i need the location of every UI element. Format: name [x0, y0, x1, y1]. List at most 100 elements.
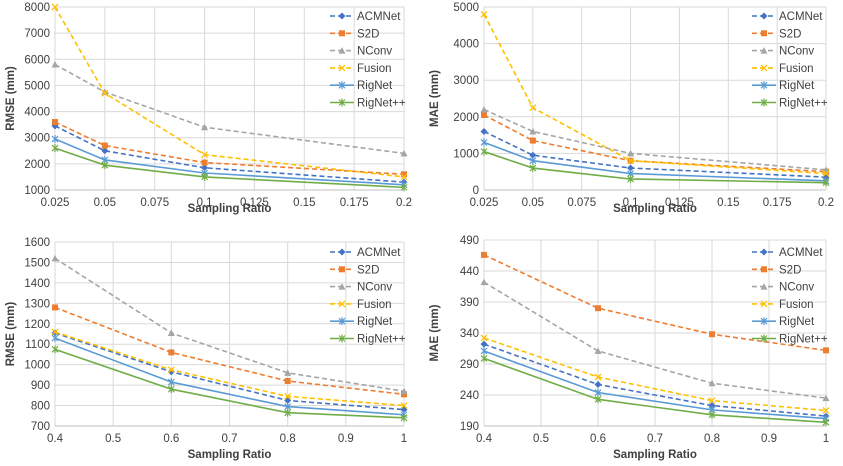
- y-tick-label: 1000: [24, 185, 50, 197]
- y-tick-label: 390: [460, 297, 479, 309]
- x-tick-label: 0.6: [590, 433, 606, 445]
- legend-label: NConv: [357, 46, 392, 58]
- legend-label: NConv: [779, 282, 814, 294]
- data-point-rignet: [529, 156, 537, 165]
- data-point-rignetplusplus: [708, 410, 716, 419]
- chart-rmse-low-ratio: 0.025 0.05 0.075 0.1 0.125 0.15 0.175 0.2 1000 20…: [0, 0, 422, 233]
- data-point-s2d: [709, 331, 715, 338]
- legend-entry-nconv: NConv: [752, 282, 814, 294]
- y-axis-label: RMSE (mm): [5, 302, 17, 367]
- series-rignetplusplus: [51, 345, 408, 422]
- y-tick-label: 1300: [24, 298, 50, 310]
- series-fusion: [480, 10, 830, 177]
- data-point-acmnet: [480, 340, 488, 348]
- legend-label: S2D: [357, 28, 379, 40]
- series-line-rignetplusplus: [483, 357, 827, 424]
- legend-label: RigNet++: [779, 98, 828, 110]
- legend-entry-rignet: RigNet: [752, 316, 815, 328]
- y-tick-label: 340: [460, 328, 479, 340]
- legend-marker: [760, 334, 768, 343]
- x-tick-label: 0.4: [476, 433, 493, 445]
- y-tick-label: 0: [473, 185, 479, 197]
- x-tick-label: 0.05: [522, 197, 544, 209]
- legend-label: S2D: [779, 28, 801, 40]
- chart-mae-high-ratio: 0.4 0.5 0.6 0.7 0.8 0.9 1 190 240 290 340 390 440 490…: [422, 233, 843, 466]
- series-line-nconv: [483, 108, 827, 171]
- data-point-s2d: [595, 305, 601, 312]
- x-tick-label: 0.8: [280, 433, 296, 445]
- series-line-nconv: [54, 257, 405, 393]
- x-tick-label: 0.125: [665, 197, 694, 209]
- legend-label: ACMNet: [779, 11, 823, 23]
- data-point-rignetplusplus: [529, 164, 537, 173]
- series-line-fusion: [483, 337, 827, 412]
- legend-marker: [338, 64, 346, 72]
- data-point-nconv: [400, 387, 408, 395]
- y-tick-label: 240: [460, 390, 479, 402]
- data-point-nconv: [167, 329, 175, 336]
- legend-label: RigNet++: [779, 334, 828, 346]
- x-tick-label: 0.9: [761, 433, 777, 445]
- series-line-rignetplusplus: [54, 348, 405, 419]
- series-line-acmnet: [54, 332, 405, 411]
- x-tick-label: 0.5: [533, 433, 549, 445]
- data-point-nconv: [529, 127, 537, 135]
- data-point-acmnet: [529, 151, 537, 159]
- legend-marker: [338, 300, 346, 308]
- x-tick-label: 0.6: [163, 433, 179, 445]
- data-point-fusion: [822, 170, 830, 177]
- y-tick-label: 1000: [453, 148, 479, 160]
- y-tick-label: 1000: [24, 360, 50, 372]
- series-line-s2d: [483, 114, 827, 173]
- series-line-s2d: [54, 121, 405, 176]
- legend-label: RigNet: [779, 316, 815, 328]
- data-point-s2d: [52, 119, 58, 126]
- x-tick-label: 0.2: [818, 197, 834, 209]
- data-point-nconv: [480, 278, 488, 286]
- legend-label: ACMNet: [779, 247, 823, 259]
- x-tick-label: 0.4: [47, 433, 64, 445]
- data-point-fusion: [284, 392, 292, 400]
- series-line-s2d: [54, 306, 405, 396]
- legend-entry-nconv: NConv: [330, 282, 392, 294]
- x-tick-label: 0.1: [623, 197, 639, 209]
- chart-svg: 0.4 0.5 0.6 0.7 0.8 0.9 1 700 800 900 1000 1100 1200…: [5, 237, 408, 461]
- legend-marker: [760, 283, 768, 290]
- x-tick-label: 0.075: [140, 197, 169, 209]
- y-tick-label: 1200: [24, 319, 50, 331]
- data-point-fusion: [480, 10, 488, 18]
- data-point-acmnet: [480, 127, 488, 135]
- legend-entry-fusion: Fusion: [752, 63, 814, 75]
- data-point-rignet: [167, 378, 175, 387]
- data-point-fusion: [529, 104, 537, 112]
- series-rignetplusplus: [51, 144, 408, 192]
- data-point-fusion: [51, 328, 59, 336]
- y-tick-label: 4000: [453, 39, 479, 51]
- series-s2d: [52, 304, 407, 398]
- x-tick-label: 0.9: [338, 433, 354, 445]
- x-tick-label: 1: [823, 433, 829, 445]
- x-tick-label: 0.175: [340, 197, 369, 209]
- data-point-rignetplusplus: [822, 418, 830, 427]
- data-point-rignet: [51, 334, 59, 343]
- data-point-s2d: [401, 391, 407, 398]
- series-fusion: [51, 3, 408, 181]
- data-point-rignetplusplus: [400, 183, 408, 192]
- legend-marker: [761, 266, 767, 273]
- chart-svg: 0.4 0.5 0.6 0.7 0.8 0.9 1 190 240 290 340 390 440 490…: [429, 235, 830, 461]
- series-line-rignet: [54, 337, 405, 416]
- legend-label: Fusion: [357, 299, 392, 311]
- y-tick-label: 190: [460, 421, 479, 433]
- legend-label: Fusion: [357, 63, 392, 75]
- series-line-rignetplusplus: [54, 147, 405, 189]
- data-point-rignet: [51, 135, 59, 144]
- data-point-fusion: [708, 397, 716, 405]
- legend-marker: [338, 248, 346, 256]
- series-rignetplusplus: [480, 147, 830, 187]
- legend-entry-s2d: S2D: [330, 28, 379, 40]
- data-point-rignetplusplus: [480, 354, 488, 363]
- x-tick-label: 0.2: [396, 197, 412, 209]
- x-tick-label: 0.025: [41, 197, 70, 209]
- legend-marker: [760, 12, 768, 20]
- y-axis-label: RMSE (mm): [5, 66, 17, 131]
